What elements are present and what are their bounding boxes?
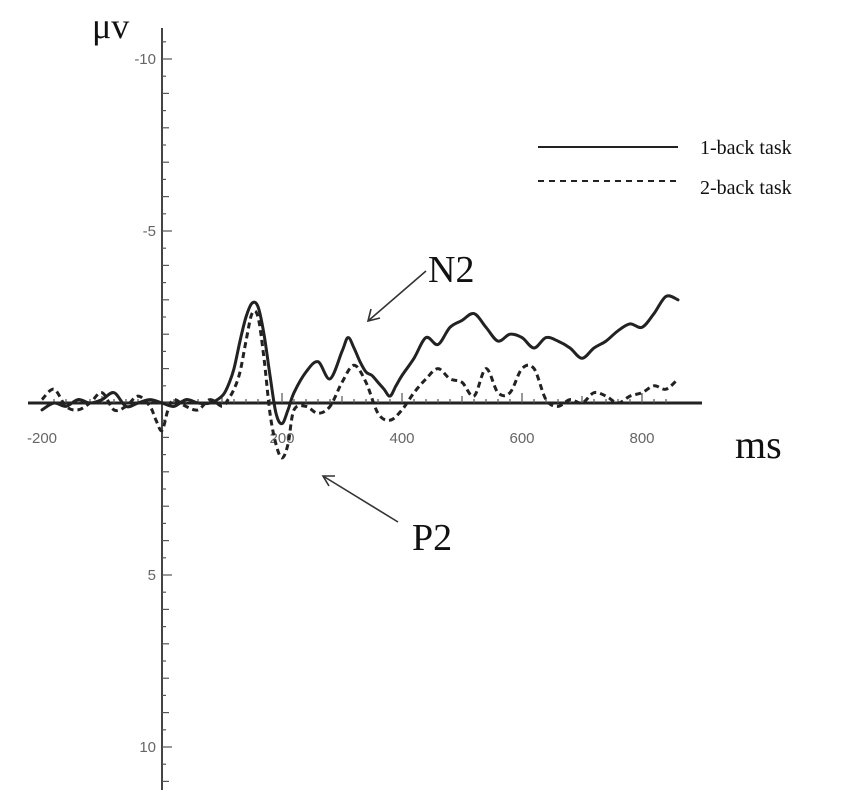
y-tick-label: -10 xyxy=(134,51,156,68)
series-lines xyxy=(40,294,680,460)
annotations: N2 P2 xyxy=(321,249,474,559)
legend-label-1-back: 1-back task xyxy=(700,137,792,159)
annotation-p2-label: P2 xyxy=(412,517,452,559)
annotation-n2-label: N2 xyxy=(428,249,474,291)
axes xyxy=(28,28,702,790)
y-tick-label: -5 xyxy=(143,223,156,240)
x-tick-label: 600 xyxy=(509,430,534,447)
x-tick-label: 400 xyxy=(389,430,414,447)
x-axis-title: ms xyxy=(735,422,782,467)
x-tick-label: 800 xyxy=(629,430,654,447)
y-tick-label: 5 xyxy=(148,567,156,584)
y-axis-title: μv xyxy=(92,6,129,46)
legend: 1-back task 2-back task xyxy=(538,137,792,199)
annotation-n2-arrow xyxy=(367,270,427,322)
annotation-p2-arrow xyxy=(322,475,399,523)
annotation-n2-arrowhead xyxy=(366,308,381,323)
x-tick-label: -200 xyxy=(27,430,57,447)
series-line-2 xyxy=(40,309,680,460)
legend-label-2-back: 2-back task xyxy=(700,177,792,199)
y-tick-label: 10 xyxy=(139,739,156,756)
annotation-p2-arrowhead xyxy=(321,475,335,487)
